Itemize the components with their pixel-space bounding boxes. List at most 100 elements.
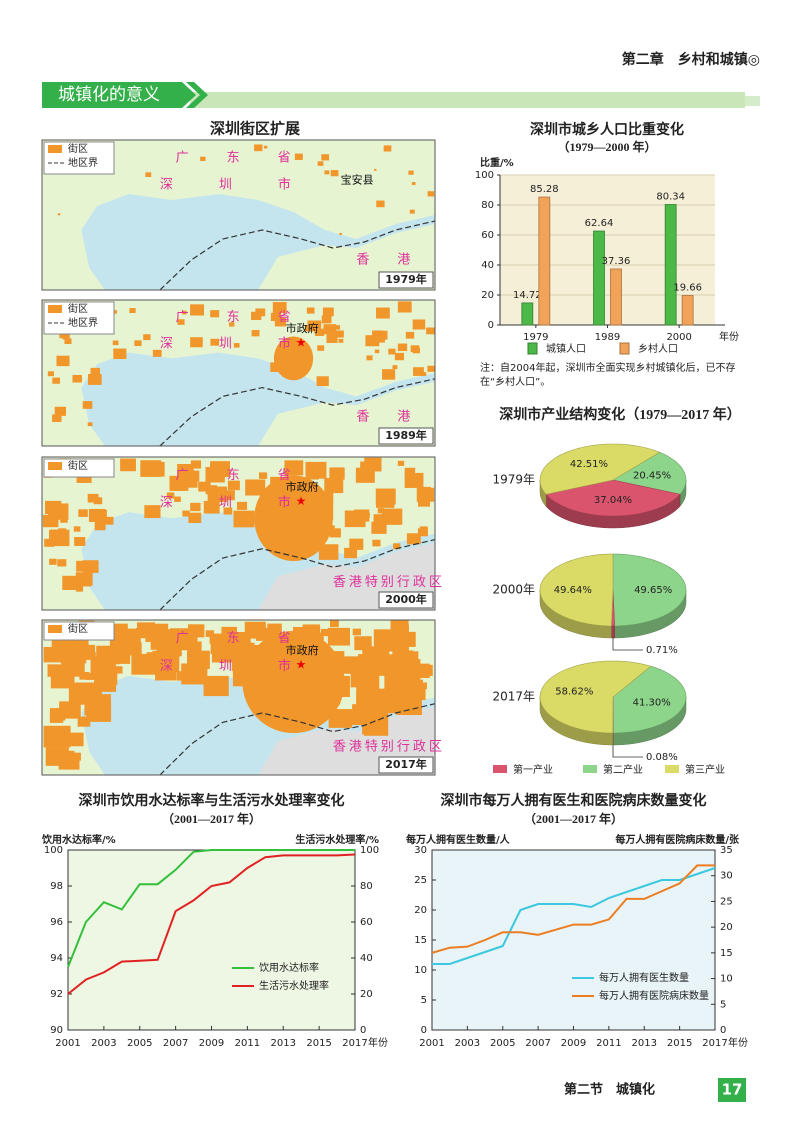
map-urban-block	[52, 414, 62, 423]
plot-area	[68, 850, 355, 1030]
map-urban-block	[271, 659, 297, 680]
map-urban-block	[274, 317, 287, 327]
map-urban-block	[96, 509, 107, 518]
map-urban-block	[82, 683, 96, 695]
bar	[521, 302, 534, 326]
map-place-label: 香港特别行政区	[333, 740, 445, 755]
pie-value-label: 41.30%	[633, 697, 671, 708]
map-legend-label: 街区	[68, 142, 88, 155]
map-urban-block	[339, 232, 342, 235]
y-tick-label: 20	[481, 290, 494, 301]
map-urban-block	[177, 671, 189, 681]
pie-value-label: 20.45%	[633, 470, 671, 481]
pie-value-label: 37.04%	[594, 495, 632, 506]
legend-swatch	[619, 342, 630, 355]
pie-slice	[539, 553, 614, 627]
map-place-label: 市政府	[286, 480, 319, 494]
y-axis-label: 比重/%	[480, 156, 514, 169]
map-place-label: 市政府	[286, 643, 319, 657]
map-urban-block	[352, 628, 362, 636]
map-urban-block	[205, 485, 218, 495]
legend-label: 饮用水达标率	[259, 961, 319, 974]
map-year: 2000年	[385, 592, 427, 606]
map-urban-block	[177, 464, 194, 478]
map-urban-block	[382, 369, 396, 380]
map-urban-block	[43, 725, 71, 748]
map-urban-block	[345, 512, 356, 521]
map-urban-block	[405, 331, 415, 339]
map-urban-block	[321, 315, 332, 324]
map-urban-block	[131, 653, 158, 675]
map-urban-block	[72, 374, 82, 383]
plot-area	[432, 850, 715, 1030]
map-urban-block	[83, 644, 96, 655]
legend-swatch	[527, 342, 538, 355]
map-urban-block	[314, 654, 327, 664]
pie-value-label: 49.65%	[634, 585, 672, 596]
map-urban-block	[397, 301, 412, 313]
map-urban-block	[210, 461, 230, 478]
map-frame	[41, 456, 436, 611]
map-urban-block	[406, 533, 421, 545]
chart-title: 深圳市饮用水达标率与生活污水处理率变化	[79, 792, 345, 809]
map-urban-block	[312, 503, 334, 521]
bar	[681, 295, 694, 326]
map-urban-block	[224, 632, 249, 652]
map-urban-block	[363, 512, 370, 518]
map-urban-block	[294, 153, 303, 160]
map-urban-block	[400, 703, 414, 714]
legend-swatch	[665, 765, 679, 773]
pie-value-label: 42.51%	[570, 459, 608, 470]
map-urban-block	[200, 156, 206, 162]
map-urban-block	[188, 512, 202, 523]
map-boundary	[159, 703, 436, 776]
map-urban-block	[113, 348, 127, 360]
map-place-label: 深圳市	[160, 177, 337, 193]
map-year-box	[378, 427, 434, 445]
map-urban-block	[198, 481, 211, 492]
map-urban-block	[262, 656, 273, 665]
map-year: 1979年	[385, 272, 427, 286]
map-urban-block	[293, 626, 305, 637]
x-tick-label: 2011	[596, 1038, 621, 1049]
map-urban-block	[412, 319, 426, 330]
bar-value-label: 14.72	[513, 290, 542, 301]
pie-label: 1979年	[492, 473, 535, 487]
map-urban-block	[82, 560, 99, 573]
map-year-box	[378, 756, 434, 774]
x-tick-label: 2000	[666, 332, 691, 343]
y-tick-label: 60	[481, 230, 494, 241]
map-urban-block	[85, 672, 95, 680]
page-number-box	[718, 1078, 746, 1102]
map-urban-block	[417, 497, 431, 507]
map-legend-label: 街区	[68, 622, 88, 635]
map-urban-block	[62, 575, 81, 590]
map-urban-block	[362, 715, 387, 735]
map-urban-block	[49, 708, 66, 721]
y2-tick-label: 0	[720, 1025, 726, 1036]
banner-chevron	[186, 82, 208, 108]
y-axis-label: 每万人拥有医生数量/人	[406, 833, 511, 846]
map-urban-block	[396, 664, 411, 676]
map-urban-block	[245, 479, 266, 496]
y-tick-label: 25	[414, 875, 427, 886]
map-urban-block	[244, 621, 266, 639]
map-urban-block	[321, 154, 330, 161]
pie-slice	[539, 443, 661, 495]
map-urban-block	[227, 480, 240, 491]
map-urban-block	[233, 510, 255, 528]
map-urban-block	[383, 145, 392, 152]
x-tick-label: 1979	[523, 332, 548, 343]
y-tick-label: 30	[414, 845, 427, 856]
map-urban-block	[327, 694, 341, 705]
map-urban-block	[93, 497, 103, 505]
map-urban-block	[397, 343, 408, 352]
map-urban-block	[190, 304, 205, 316]
map-urban-block	[304, 506, 317, 517]
map-title: 深圳街区扩展	[210, 119, 300, 137]
map-urban-block	[120, 458, 136, 472]
map-urban-block	[87, 493, 99, 503]
map-urban-block	[125, 642, 142, 656]
y2-tick-label: 20	[720, 922, 733, 933]
map-urban-block	[82, 401, 93, 409]
